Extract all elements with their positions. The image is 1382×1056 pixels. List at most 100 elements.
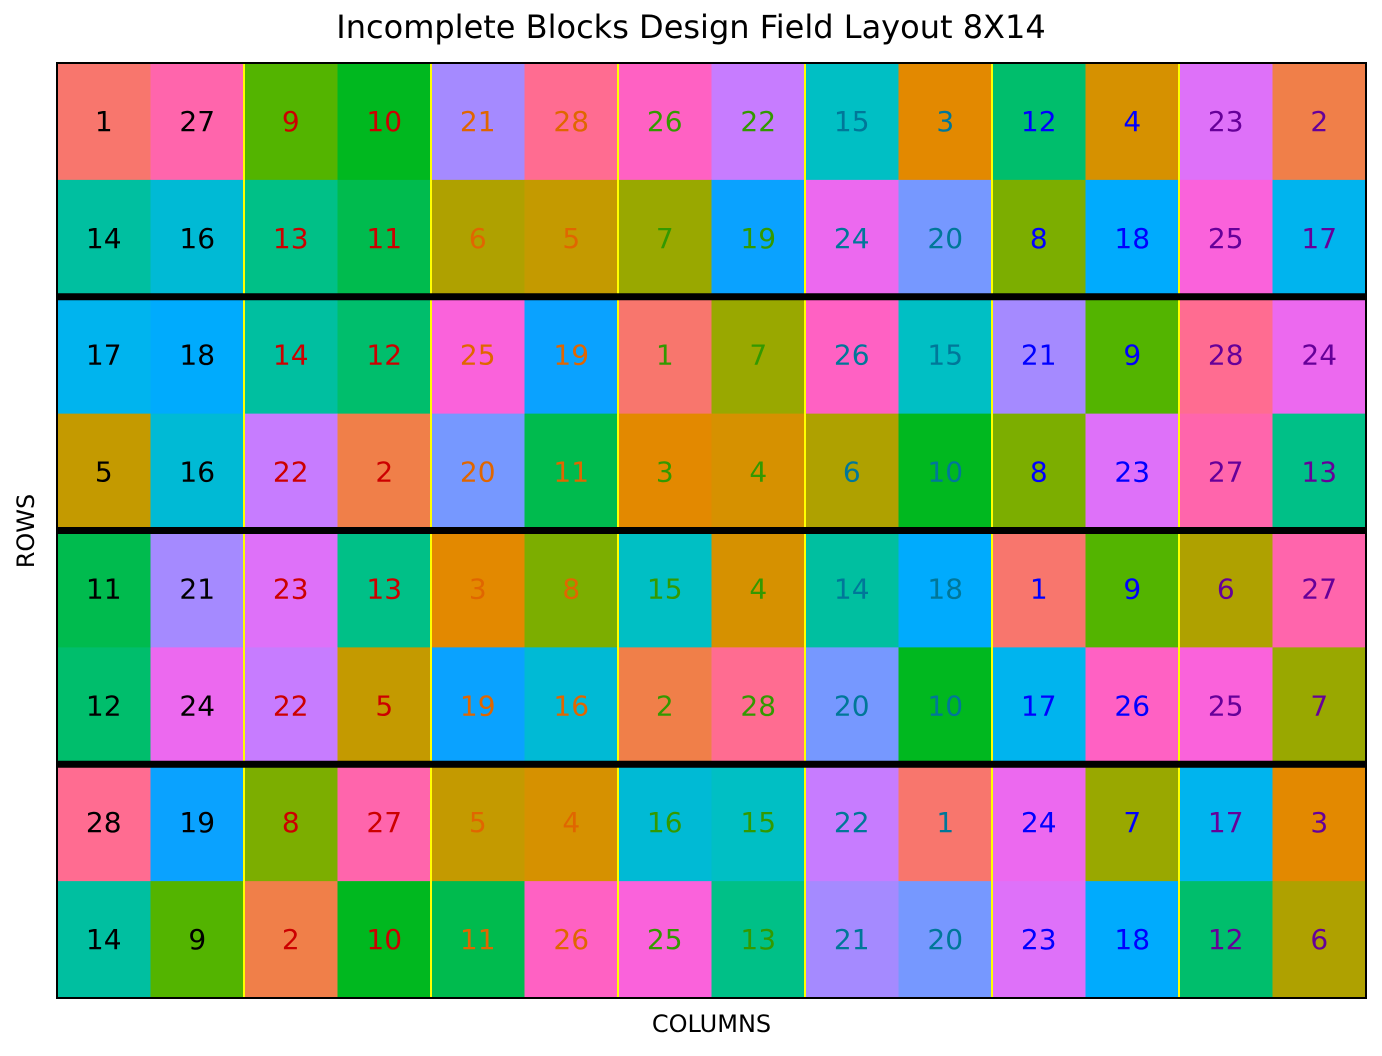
cell-label: 6 [843, 456, 861, 489]
plot-cell [618, 179, 712, 298]
plot-cell [1179, 179, 1273, 298]
plot-cell [244, 296, 338, 415]
cell-label: 21 [460, 105, 496, 138]
cell-label: 15 [647, 572, 683, 605]
plot-cell [244, 647, 338, 765]
cell-label: 8 [1030, 222, 1048, 255]
cell-label: 12 [1021, 105, 1057, 138]
plot-cell [1085, 530, 1180, 648]
cell-label: 7 [1310, 689, 1328, 722]
plot-cell [1085, 881, 1180, 999]
plot-cell [618, 764, 712, 882]
cell-label: 4 [749, 456, 767, 489]
cell-label: 18 [179, 339, 215, 372]
cell-label: 25 [460, 339, 496, 372]
cell-label: 9 [1123, 339, 1141, 372]
cell-label: 13 [740, 923, 776, 956]
cell-label: 1 [936, 806, 954, 839]
plot-cell [898, 413, 993, 531]
plot-cell [618, 296, 712, 415]
cell-label: 18 [927, 572, 963, 605]
cell-label: 27 [179, 105, 215, 138]
plot-cell [805, 413, 899, 531]
plot-cell [1272, 647, 1367, 765]
cell-label: 28 [86, 806, 122, 839]
plot-cell [337, 179, 432, 298]
plot-cell [337, 413, 432, 531]
cell-label: 2 [656, 689, 674, 722]
cell-label: 19 [179, 806, 215, 839]
plot-cell [337, 764, 432, 882]
plot-cell [150, 530, 245, 648]
cell-label: 19 [553, 339, 589, 372]
plot-cell [618, 647, 712, 765]
chart-title: Incomplete Blocks Design Field Layout 8X… [336, 8, 1046, 46]
plot-cell [337, 296, 432, 415]
cell-label: 11 [366, 222, 402, 255]
plot-cell [57, 179, 151, 298]
plot-cell [711, 764, 806, 882]
cell-layer: 1 27 9 10 21 28 26 22 15 3 12 4 23 214 16 13 11 6 5 7 19 24 20… [57, 63, 1367, 999]
plot-cell [337, 530, 432, 648]
plot-frame [56, 62, 1367, 999]
plot-cell [431, 179, 525, 298]
cell-label: 9 [188, 923, 206, 956]
plot-cell [992, 63, 1086, 181]
plot-cell [992, 530, 1086, 648]
cell-label: 6 [469, 222, 487, 255]
plot-cell [57, 296, 151, 415]
plot-cell [898, 63, 993, 181]
cell-label: 20 [927, 222, 963, 255]
cell-label: 21 [1021, 339, 1057, 372]
cell-label: 11 [553, 456, 589, 489]
plot-cell [1272, 179, 1367, 298]
cell-label: 22 [834, 806, 870, 839]
plot-cell [805, 296, 899, 415]
plot-cell [244, 530, 338, 648]
plot-cell [1179, 881, 1273, 999]
plot-cell [805, 647, 899, 765]
cell-label: 26 [1114, 689, 1150, 722]
cell-label: 25 [1208, 222, 1244, 255]
cell-label: 5 [375, 689, 393, 722]
plot-cell [524, 413, 619, 531]
cell-label: 20 [460, 456, 496, 489]
cell-label: 16 [647, 806, 683, 839]
cell-label: 16 [179, 456, 215, 489]
plot-cell [805, 764, 899, 882]
cell-label: 14 [86, 923, 122, 956]
plot-cell [337, 63, 432, 181]
plot-cell [1272, 63, 1367, 181]
plot-cell [711, 413, 806, 531]
cell-label: 17 [1208, 806, 1244, 839]
plot-cell [992, 647, 1086, 765]
cell-label: 3 [656, 456, 674, 489]
cell-label: 27 [1301, 572, 1337, 605]
cell-label: 1 [656, 339, 674, 372]
cell-label: 23 [273, 572, 309, 605]
cell-label: 2 [282, 923, 300, 956]
plot-cell [618, 413, 712, 531]
plot-cell [618, 530, 712, 648]
plot-cell [244, 881, 338, 999]
cell-label: 24 [1301, 339, 1337, 372]
plot-cell [805, 530, 899, 648]
plot-cell [57, 530, 151, 648]
plot-cell [711, 179, 806, 298]
cell-label: 20 [834, 689, 870, 722]
cell-label: 16 [179, 222, 215, 255]
cell-label: 27 [366, 806, 402, 839]
plot-cell [1179, 530, 1273, 648]
cell-label: 21 [179, 572, 215, 605]
cell-label: 17 [1301, 222, 1337, 255]
cell-label: 12 [1208, 923, 1244, 956]
cell-label: 4 [562, 806, 580, 839]
plot-cell [524, 881, 619, 999]
plot-cell [1272, 764, 1367, 882]
cell-label: 13 [1301, 456, 1337, 489]
cell-label: 22 [273, 689, 309, 722]
plot-cell [898, 764, 993, 882]
cell-label: 24 [834, 222, 870, 255]
cell-label: 17 [86, 339, 122, 372]
